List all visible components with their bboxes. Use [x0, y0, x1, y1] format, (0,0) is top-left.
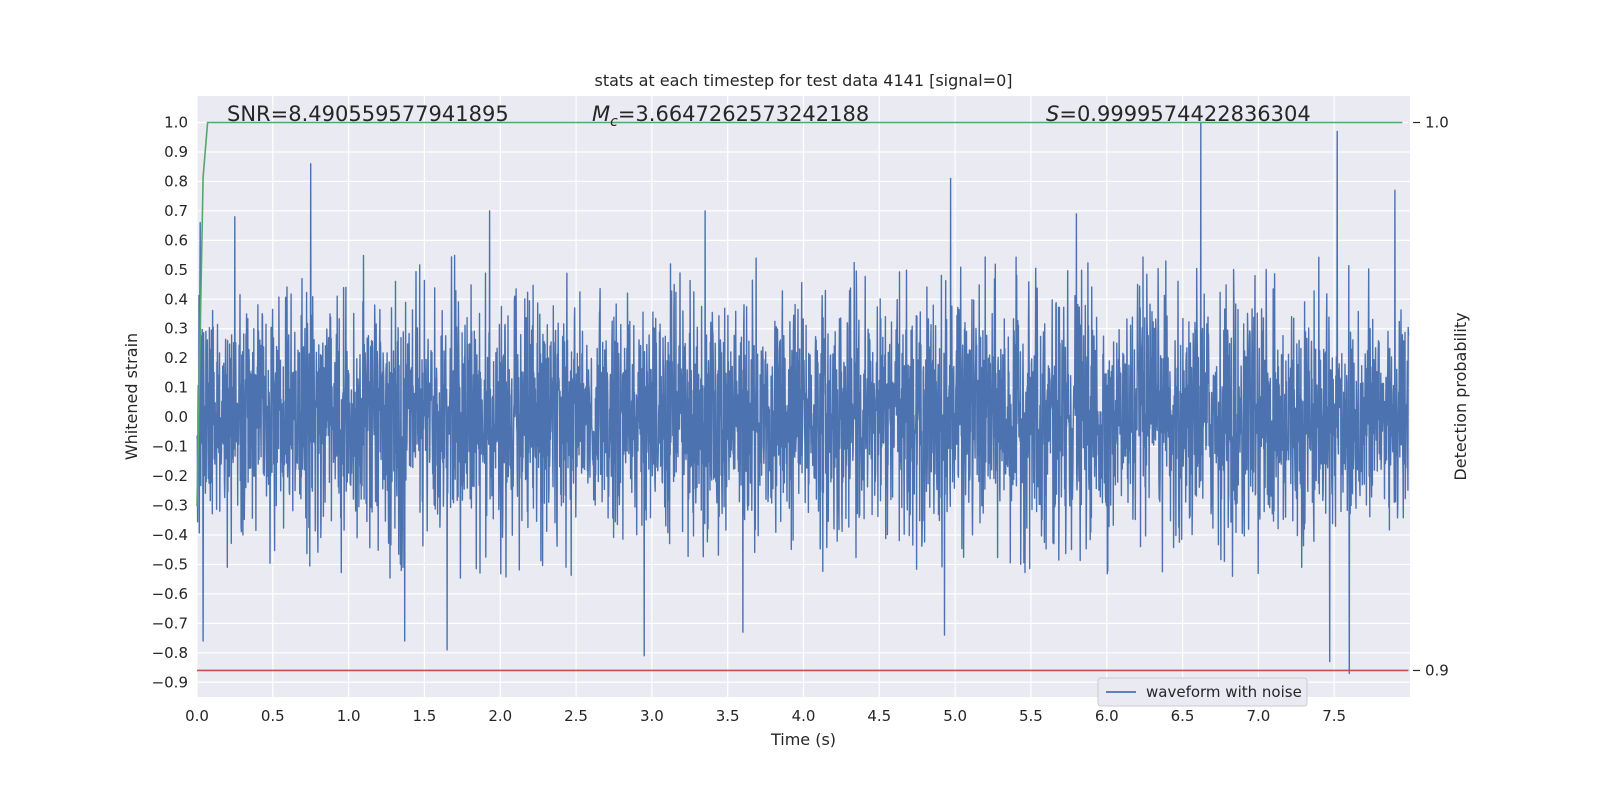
- snr-annotation: SNR=8.490559577941895: [227, 102, 509, 126]
- y-tick-label: −0.9: [152, 673, 188, 691]
- x-tick-label: 4.0: [792, 707, 816, 725]
- x-tick-label: 1.0: [337, 707, 361, 725]
- y-tick-label: 0.2: [164, 349, 188, 367]
- legend-label-waveform: waveform with noise: [1146, 683, 1302, 701]
- y-tick-label: 0.5: [164, 261, 188, 279]
- y-tick-label: 0.0: [164, 408, 188, 426]
- s-symbol: S: [1046, 102, 1059, 126]
- y-tick-label: 0.9: [164, 143, 188, 161]
- y-tick-label: −0.1: [152, 438, 188, 456]
- chirp-mass-annotation: Mc=3.6647262573242188: [592, 102, 869, 130]
- x-tick-label: 5.0: [943, 707, 967, 725]
- y-tick-label: −0.7: [152, 614, 188, 632]
- x-tick-label: 3.0: [640, 707, 664, 725]
- series-detection-probability: [196, 121, 1403, 507]
- y-tick-label: −0.4: [152, 526, 188, 544]
- y-tick-label: 0.6: [164, 231, 188, 249]
- x-tick-label: 6.0: [1095, 707, 1119, 725]
- series-waveform-with-noise: [196, 121, 1410, 675]
- mc-value: =3.6647262573242188: [618, 102, 869, 126]
- y-tick-label: −0.2: [152, 467, 188, 485]
- y-tick-label: 0.4: [164, 290, 188, 308]
- legend-box: [1097, 677, 1308, 707]
- s-value: =0.9999574422836304: [1059, 102, 1310, 126]
- y-tick-label: 1.0: [164, 114, 188, 132]
- y-right-tick-label: 1.0: [1425, 114, 1449, 132]
- x-tick-label: 7.5: [1322, 707, 1346, 725]
- y-right-tick-label: 0.9: [1425, 661, 1449, 679]
- x-tick-label: 1.5: [413, 707, 437, 725]
- mc-subscript: c: [610, 114, 618, 130]
- y-tick-label: −0.3: [152, 497, 188, 515]
- legend: waveform with noise: [1097, 677, 1308, 707]
- x-tick-label: 5.5: [1019, 707, 1043, 725]
- y-tick-label: −0.6: [152, 585, 188, 603]
- x-axis-label: Time (s): [770, 730, 836, 749]
- x-tick-label: 3.5: [716, 707, 740, 725]
- y-tick-label: 0.7: [164, 202, 188, 220]
- mc-symbol: M: [592, 102, 610, 126]
- x-tick-label: 7.0: [1246, 707, 1270, 725]
- detection-statistic-annotation: S=0.9999574422836304: [1046, 102, 1311, 126]
- y-tick-label: −0.5: [152, 555, 188, 573]
- series-layer: [196, 121, 1410, 675]
- x-tick-label: 0.0: [185, 707, 209, 725]
- x-tick-label: 4.5: [867, 707, 891, 725]
- axes: 0.0 0.5 1.0 1.5 2.0 2.5 3.0 3.5 4.0 4.5 5.0 5.5 6.0 6…: [152, 114, 1449, 725]
- x-tick-label: 2.0: [488, 707, 512, 725]
- y-axis-right-label: Detection probability: [1451, 312, 1470, 480]
- y-tick-label: −0.8: [152, 644, 188, 662]
- x-tick-label: 0.5: [261, 707, 285, 725]
- x-tick-label: 2.5: [564, 707, 588, 725]
- chart-title: stats at each timestep for test data 414…: [594, 71, 1012, 90]
- x-tick-label: 6.5: [1171, 707, 1195, 725]
- y-tick-label: 0.1: [164, 379, 188, 397]
- y-tick-label: 0.8: [164, 172, 188, 190]
- y-axis-label: Whitened strain: [122, 333, 141, 460]
- y-tick-label: 0.3: [164, 320, 188, 338]
